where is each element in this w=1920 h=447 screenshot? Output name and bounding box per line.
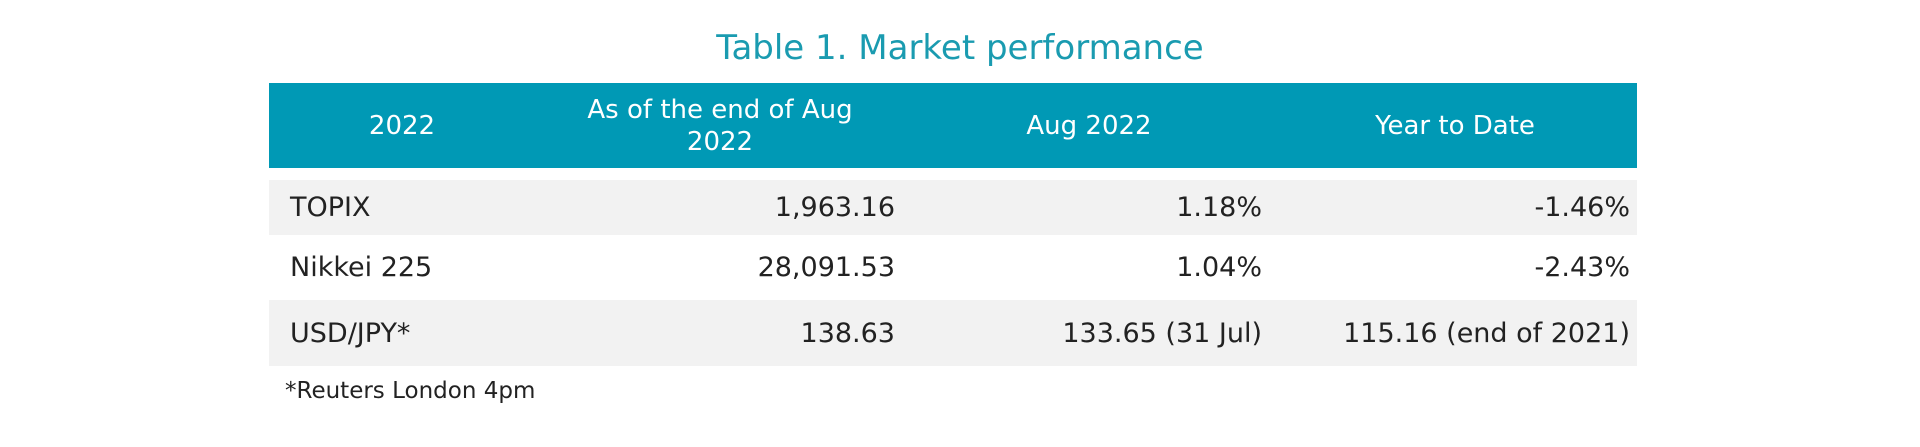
- table-cell: -2.43%: [1534, 252, 1630, 283]
- table-row: TOPIX 1,963.16 1.18% -1.46%: [269, 180, 1637, 235]
- table-cell: -1.46%: [1534, 192, 1630, 223]
- table-row: Nikkei 225 28,091.53 1.04% -2.43%: [269, 235, 1637, 300]
- table-cell: 115.16 (end of 2021): [1343, 317, 1630, 349]
- table-cell: 1.04%: [1176, 252, 1262, 283]
- column-header: As of the end of Aug 2022: [587, 94, 853, 157]
- row-label: Nikkei 225: [290, 252, 433, 283]
- table-cell: 1.18%: [1176, 192, 1262, 223]
- table-title: Table 1. Market performance: [716, 28, 1204, 68]
- row-label: USD/JPY*: [290, 317, 411, 349]
- table-row: USD/JPY* 138.63 133.65 (31 Jul) 115.16 (end…: [269, 300, 1637, 366]
- table-cell: 28,091.53: [757, 252, 895, 283]
- table-header: 2022 As of the end of Aug 2022 Aug 2022 Yea…: [269, 83, 1637, 168]
- table-cell: 133.65 (31 Jul): [1062, 317, 1262, 349]
- table-cell: 138.63: [800, 317, 895, 349]
- footnote: *Reuters London 4pm: [285, 378, 536, 404]
- column-header: 2022: [368, 110, 436, 141]
- column-header: Aug 2022: [1026, 110, 1152, 141]
- row-label: TOPIX: [290, 192, 371, 223]
- table-cell: 1,963.16: [774, 192, 895, 223]
- column-header: Year to Date: [1375, 110, 1535, 141]
